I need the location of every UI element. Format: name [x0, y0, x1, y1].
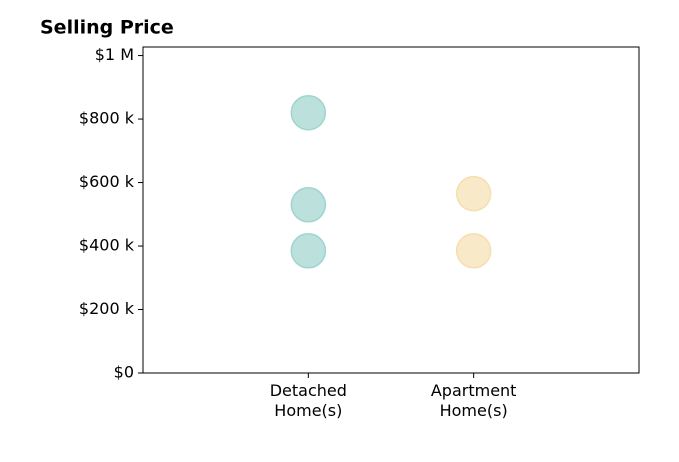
chart-title: Selling Price	[40, 17, 174, 39]
x-tick-label: Apartment Home(s)	[430, 381, 517, 420]
y-tick-label: $400 k	[79, 236, 135, 255]
y-tick-label: $1 M	[95, 45, 134, 64]
y-tick-label: $200 k	[79, 299, 135, 318]
dot	[455, 233, 492, 269]
dot	[290, 94, 327, 131]
plot-frame	[142, 46, 640, 374]
dot	[455, 175, 492, 212]
dot	[290, 233, 327, 269]
y-tick-label: $800 k	[79, 109, 135, 128]
dot	[290, 187, 327, 223]
y-tick-label: $0	[114, 363, 134, 382]
y-tick-label: $600 k	[79, 172, 135, 191]
x-tick-label: Detached Home(s)	[269, 381, 347, 420]
